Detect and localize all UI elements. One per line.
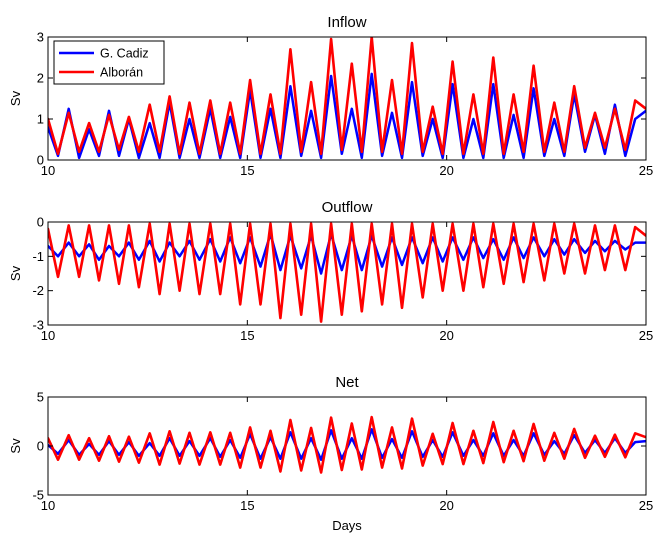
x-tick-label: 25 — [639, 328, 653, 343]
x-tick-label: 20 — [439, 498, 453, 513]
panel-inflow: 10 15 20 25 0 1 2 3 Inflow Sv G. Cadiz Alborán — [8, 14, 653, 178]
y-tick-label: 1 — [37, 112, 44, 127]
y-tick-label: 5 — [37, 390, 44, 405]
series-line-alboran — [48, 37, 646, 156]
chart-title: Net — [335, 374, 359, 391]
panel-outflow: 10 15 20 25 -3 -2 -1 0 Outflow Sv — [8, 199, 653, 343]
y-tick-label: -1 — [32, 249, 44, 264]
x-tick-label: 25 — [639, 163, 653, 178]
legend-label: G. Cadiz — [100, 47, 149, 61]
chart-title: Inflow — [327, 14, 366, 31]
x-tick-label: 10 — [41, 328, 55, 343]
series-line-g-cadiz — [48, 232, 646, 275]
y-tick-label: -3 — [32, 318, 44, 333]
y-tick-label: -2 — [32, 283, 44, 298]
y-tick-label: 2 — [37, 71, 44, 86]
legend-label: Alborán — [100, 66, 143, 80]
x-tick-label: 15 — [240, 498, 254, 513]
x-tick-label: 20 — [439, 163, 453, 178]
x-tick-label: 25 — [639, 498, 653, 513]
legend-box — [53, 40, 165, 85]
chart-title: Outflow — [322, 199, 373, 216]
y-axis-label: Sv — [8, 265, 23, 281]
series-group — [48, 415, 646, 474]
series-group — [48, 37, 646, 160]
y-tick-label: 0 — [37, 153, 44, 168]
y-tick-label: 0 — [37, 439, 44, 454]
y-tick-label: 0 — [37, 215, 44, 230]
x-tick-label: 10 — [41, 498, 55, 513]
series-line-alboran — [48, 415, 646, 474]
panel-net: 10 15 20 25 -5 0 5 Net Sv Days — [8, 374, 653, 533]
axes-box — [47, 36, 647, 161]
x-tick-label: 20 — [439, 328, 453, 343]
y-tick-label: 3 — [37, 30, 44, 45]
axes-box — [47, 221, 647, 326]
y-axis-label: Sv — [8, 90, 23, 106]
series-line-alboran — [48, 222, 646, 323]
x-tick-label: 15 — [240, 163, 254, 178]
y-axis-label: Sv — [8, 438, 23, 454]
x-tick-label: 10 — [41, 163, 55, 178]
y-tick-label: -5 — [32, 488, 44, 503]
legend: G. Cadiz Alborán — [53, 40, 165, 85]
series-group — [48, 222, 646, 323]
x-axis-label: Days — [332, 518, 362, 533]
x-tick-label: 15 — [240, 328, 254, 343]
